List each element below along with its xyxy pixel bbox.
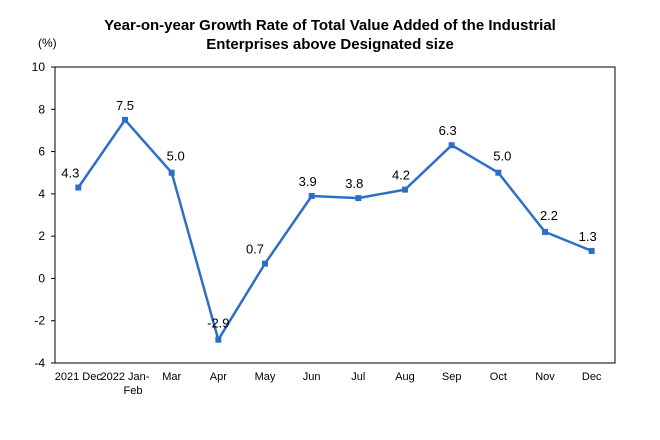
data-point-marker <box>588 247 595 254</box>
data-point-marker <box>262 260 268 267</box>
plot-area-border <box>54 66 616 364</box>
data-label: 2.2 <box>540 208 558 223</box>
x-tick-label: Dec <box>582 371 602 383</box>
x-tick-label: Oct <box>490 371 507 383</box>
data-point-marker <box>215 336 222 343</box>
data-label: 1.3 <box>579 229 597 244</box>
y-tick-label: 4 <box>38 187 45 201</box>
data-label: 7.5 <box>116 98 134 113</box>
chart-title-line-1: Year-on-year Growth Rate of Total Value … <box>104 17 556 34</box>
x-tick-label: May <box>255 371 276 383</box>
x-tick-label: 2022 Jan- <box>101 371 150 383</box>
data-label: 4.3 <box>61 166 79 181</box>
x-tick-label-line-2: Feb <box>124 385 143 397</box>
x-tick-label: Nov <box>535 371 555 383</box>
series-line <box>77 118 593 341</box>
x-tick-label: 2021 Dec <box>55 371 103 383</box>
y-tick-label: -4 <box>34 356 45 370</box>
y-tick-label: 10 <box>32 60 46 74</box>
data-label: 5.0 <box>493 149 511 164</box>
data-label: 3.9 <box>299 174 317 189</box>
data-label: -2.9 <box>207 316 229 331</box>
y-axis-unit-label: (%) <box>38 36 57 50</box>
x-tick-label: Mar <box>162 371 181 383</box>
data-point-marker <box>308 192 315 199</box>
x-tick-label: Aug <box>395 371 415 383</box>
chart-title-line-2: Enterprises above Designated size <box>206 36 454 53</box>
data-point-marker <box>448 142 455 149</box>
data-label: 5.0 <box>167 149 185 164</box>
data-point-marker <box>75 184 82 191</box>
y-tick-label: 6 <box>38 145 45 159</box>
data-point-marker <box>542 228 548 235</box>
x-tick-label: Jun <box>303 371 321 383</box>
x-tick-label: Sep <box>442 371 462 383</box>
data-label: 4.2 <box>392 168 410 183</box>
x-tick-label: Jul <box>351 371 365 383</box>
data-point-marker <box>355 195 362 202</box>
data-point-marker <box>495 169 502 176</box>
data-label: 6.3 <box>439 123 457 138</box>
y-tick-label: 8 <box>38 102 45 116</box>
data-label: 3.8 <box>345 176 363 191</box>
y-tick-label: -2 <box>34 314 45 328</box>
data-point-marker <box>122 116 128 123</box>
data-point-marker <box>402 186 408 193</box>
y-tick-label: 0 <box>38 271 45 285</box>
x-tick-label: Apr <box>210 371 227 383</box>
data-label: 0.7 <box>246 242 264 257</box>
y-tick-label: 2 <box>38 229 45 243</box>
data-point-marker <box>168 169 175 176</box>
